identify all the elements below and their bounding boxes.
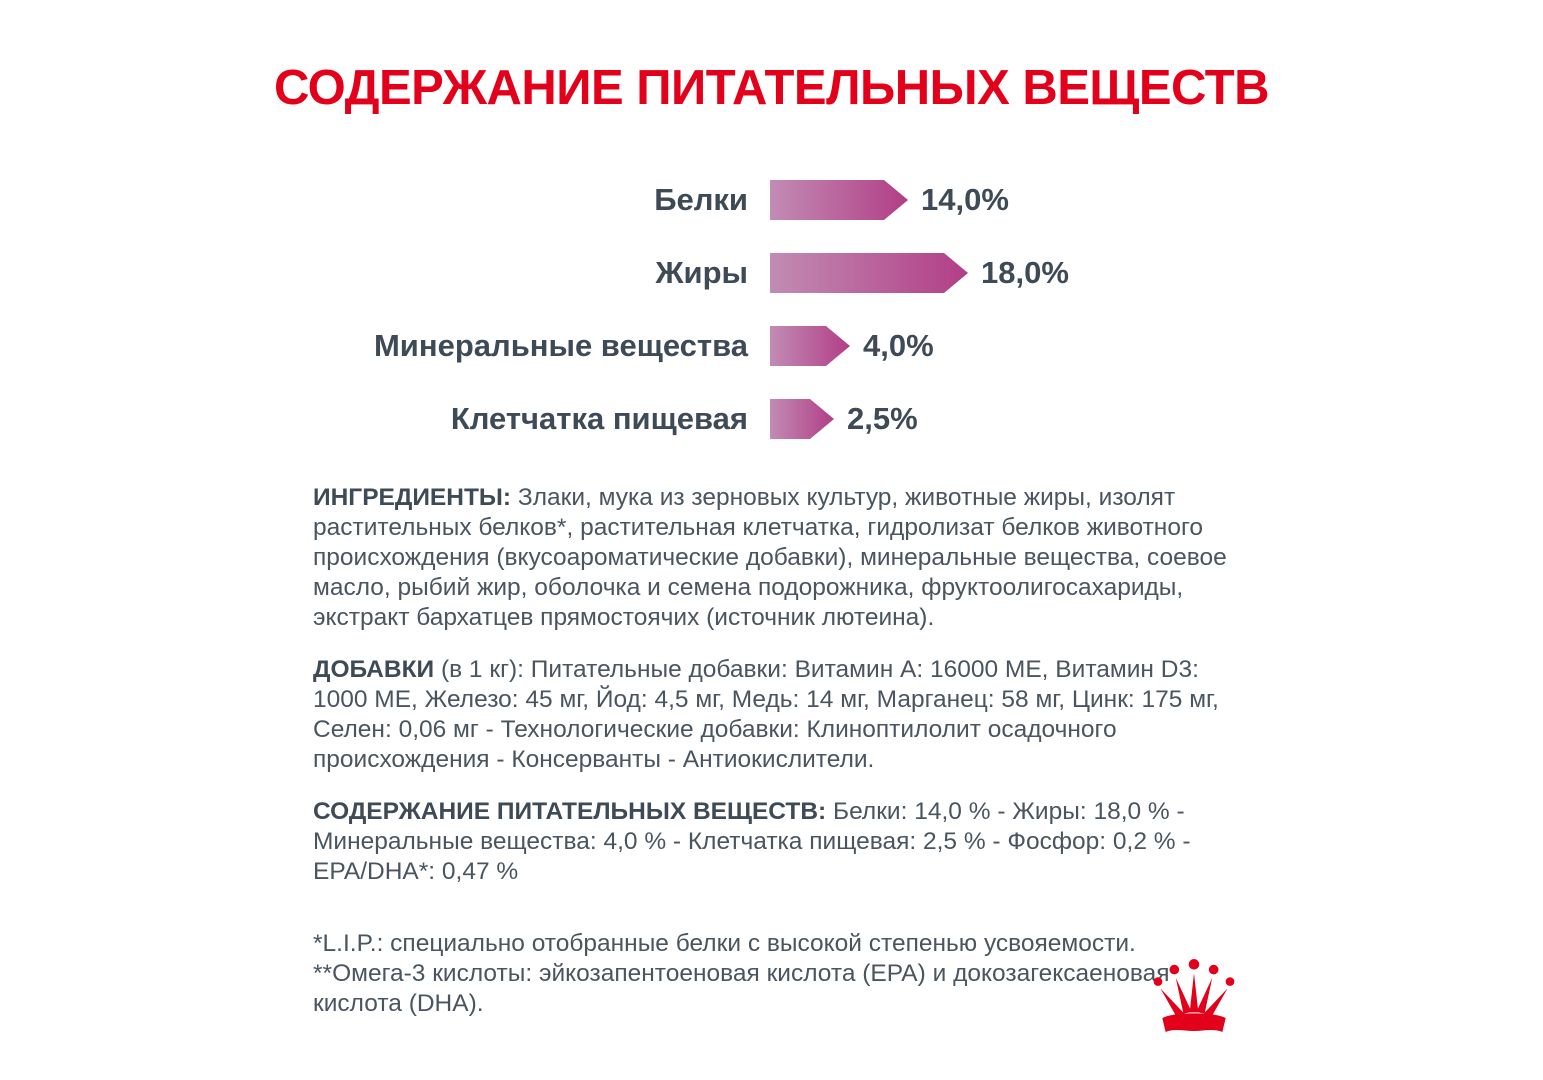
chart-row: Минеральные вещества 4,0% (313, 326, 1069, 366)
chart-bar (770, 253, 968, 293)
chart-category-label: Клетчатка пищевая (450, 401, 748, 436)
ingredients-label: ИНГРЕДИЕНТЫ: (313, 484, 512, 511)
chart-row: Белки 14,0% (313, 180, 1069, 220)
additives-text: Питательные добавки: Витамин A: 16000 ME… (313, 656, 1219, 773)
nutrient-content-text: Белки: 14,0 % - Жиры: 18,0 % - Минеральн… (313, 798, 1191, 885)
additives-label: ДОБАВКИ (313, 656, 435, 683)
royal-canin-logo (1146, 948, 1242, 1044)
additives-label-suffix: (в 1 кг): (434, 656, 524, 683)
additives-paragraph: ДОБАВКИ (в 1 кг): Питательные добавки: В… (313, 655, 1241, 775)
nutrient-content-paragraph: СОДЕРЖАНИЕ ПИТАТЕЛЬНЫХ ВЕЩЕСТВ: Белки: 1… (313, 797, 1241, 887)
chart-value-label: 14,0% (921, 182, 1009, 217)
chart-category-label: Минеральные вещества (373, 328, 748, 363)
info-text-block: ИНГРЕДИЕНТЫ: Злаки, мука из зерновых кул… (313, 483, 1241, 1019)
nutrition-bar-chart: Белки 14,0% Жиры 18,0% Минеральные вещес… (313, 180, 1069, 472)
chart-value-label: 4,0% (863, 328, 934, 363)
ingredients-text: Злаки, мука из зерновых культур, животны… (313, 484, 1227, 631)
page-title: СОДЕРЖАНИЕ ПИТАТЕЛЬНЫХ ВЕЩЕСТВ (273, 61, 1270, 115)
chart-bar (770, 399, 834, 439)
ingredients-paragraph: ИНГРЕДИЕНТЫ: Злаки, мука из зерновых кул… (313, 483, 1241, 633)
footnotes-block: *L.I.P.: специально отобранные белки с в… (313, 929, 1241, 1019)
chart-category-label: Жиры (655, 255, 749, 290)
footnote-omega3: **Омега-3 кислоты: эйкозапентоеновая кис… (313, 960, 1170, 1017)
chart-value-label: 18,0% (981, 255, 1069, 290)
chart-value-label: 2,5% (847, 401, 918, 436)
chart-row: Клетчатка пищевая 2,5% (313, 399, 1069, 439)
footnote-lip: *L.I.P.: специально отобранные белки с в… (313, 930, 1136, 957)
chart-bar (770, 180, 908, 220)
nutrient-content-label: СОДЕРЖАНИЕ ПИТАТЕЛЬНЫХ ВЕЩЕСТВ: (313, 798, 827, 825)
chart-bar (770, 326, 850, 366)
chart-category-label: Белки (654, 182, 748, 217)
chart-row: Жиры 18,0% (313, 253, 1069, 293)
crown-icon (1153, 959, 1235, 1032)
